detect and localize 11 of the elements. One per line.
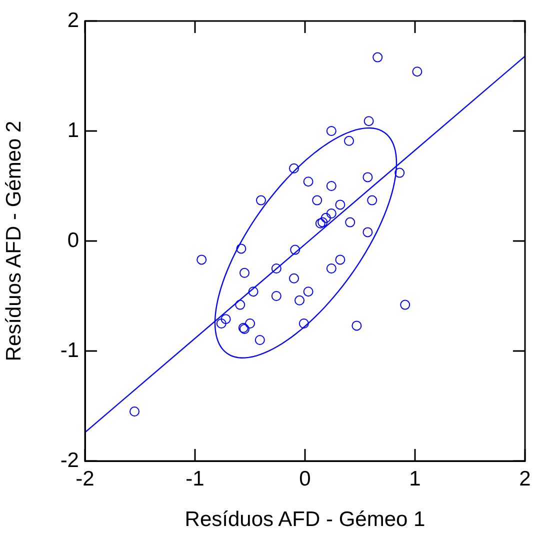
y-axis-title: Resíduos AFD - Gémeo 2 — [2, 120, 26, 362]
x-tick-label: 2 — [519, 467, 531, 490]
x-tick-label: -1 — [186, 467, 204, 490]
y-tick-label: -2 — [60, 448, 79, 472]
y-tick-label: 2 — [67, 8, 79, 32]
y-tick-label: 1 — [67, 118, 79, 142]
x-tick-label: 1 — [409, 467, 421, 490]
x-axis-title: Resíduos AFD - Gémeo 1 — [184, 508, 426, 532]
y-tick-label: -1 — [60, 338, 79, 362]
y-tick-label: 0 — [67, 228, 79, 252]
x-tick-label: 0 — [299, 467, 311, 490]
